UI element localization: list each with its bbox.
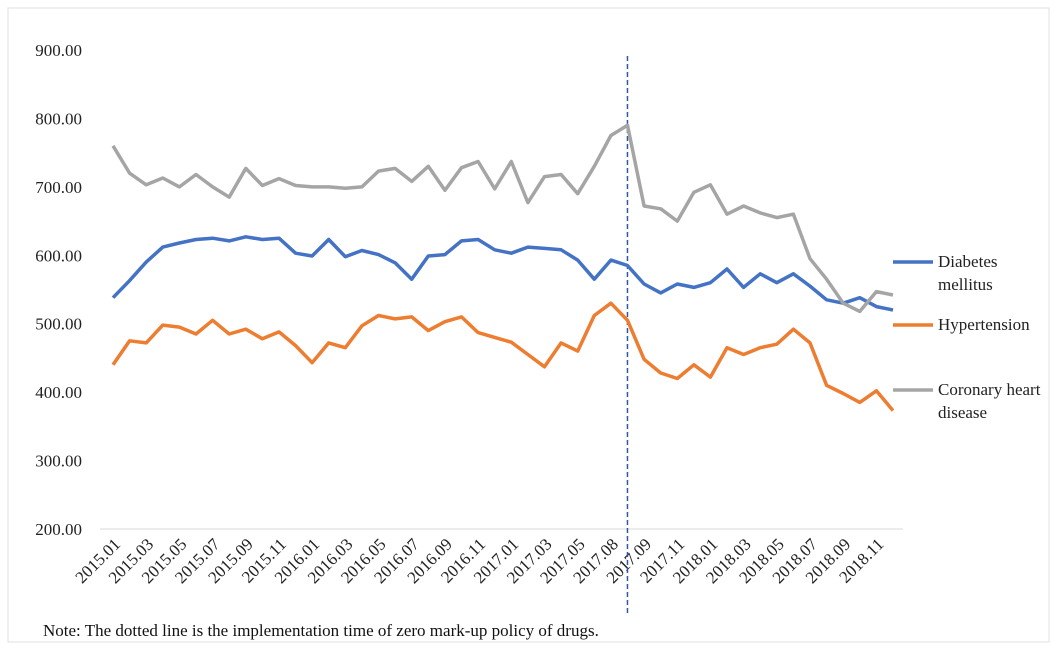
- y-tick-label: 700.00: [35, 178, 82, 197]
- series-line: [111, 235, 894, 312]
- y-tick-label: 800.00: [35, 109, 82, 128]
- y-tick-label: 900.00: [35, 41, 82, 60]
- legend-label: Hypertension: [938, 315, 1030, 334]
- legend-label: Diabetes mellitus: [938, 252, 998, 294]
- y-tick-label: 200.00: [35, 520, 82, 539]
- series-line: [111, 301, 895, 412]
- series-line: [111, 123, 894, 314]
- y-tick-label: 600.00: [35, 246, 82, 265]
- y-tick-label: 300.00: [35, 452, 82, 471]
- y-tick-label: 500.00: [35, 315, 82, 334]
- chart-border: [7, 7, 1050, 643]
- y-tick-label: 400.00: [35, 383, 82, 402]
- legend-label: Coronary heart disease: [938, 380, 1041, 422]
- note: Note: The dotted line is the implementat…: [43, 621, 599, 640]
